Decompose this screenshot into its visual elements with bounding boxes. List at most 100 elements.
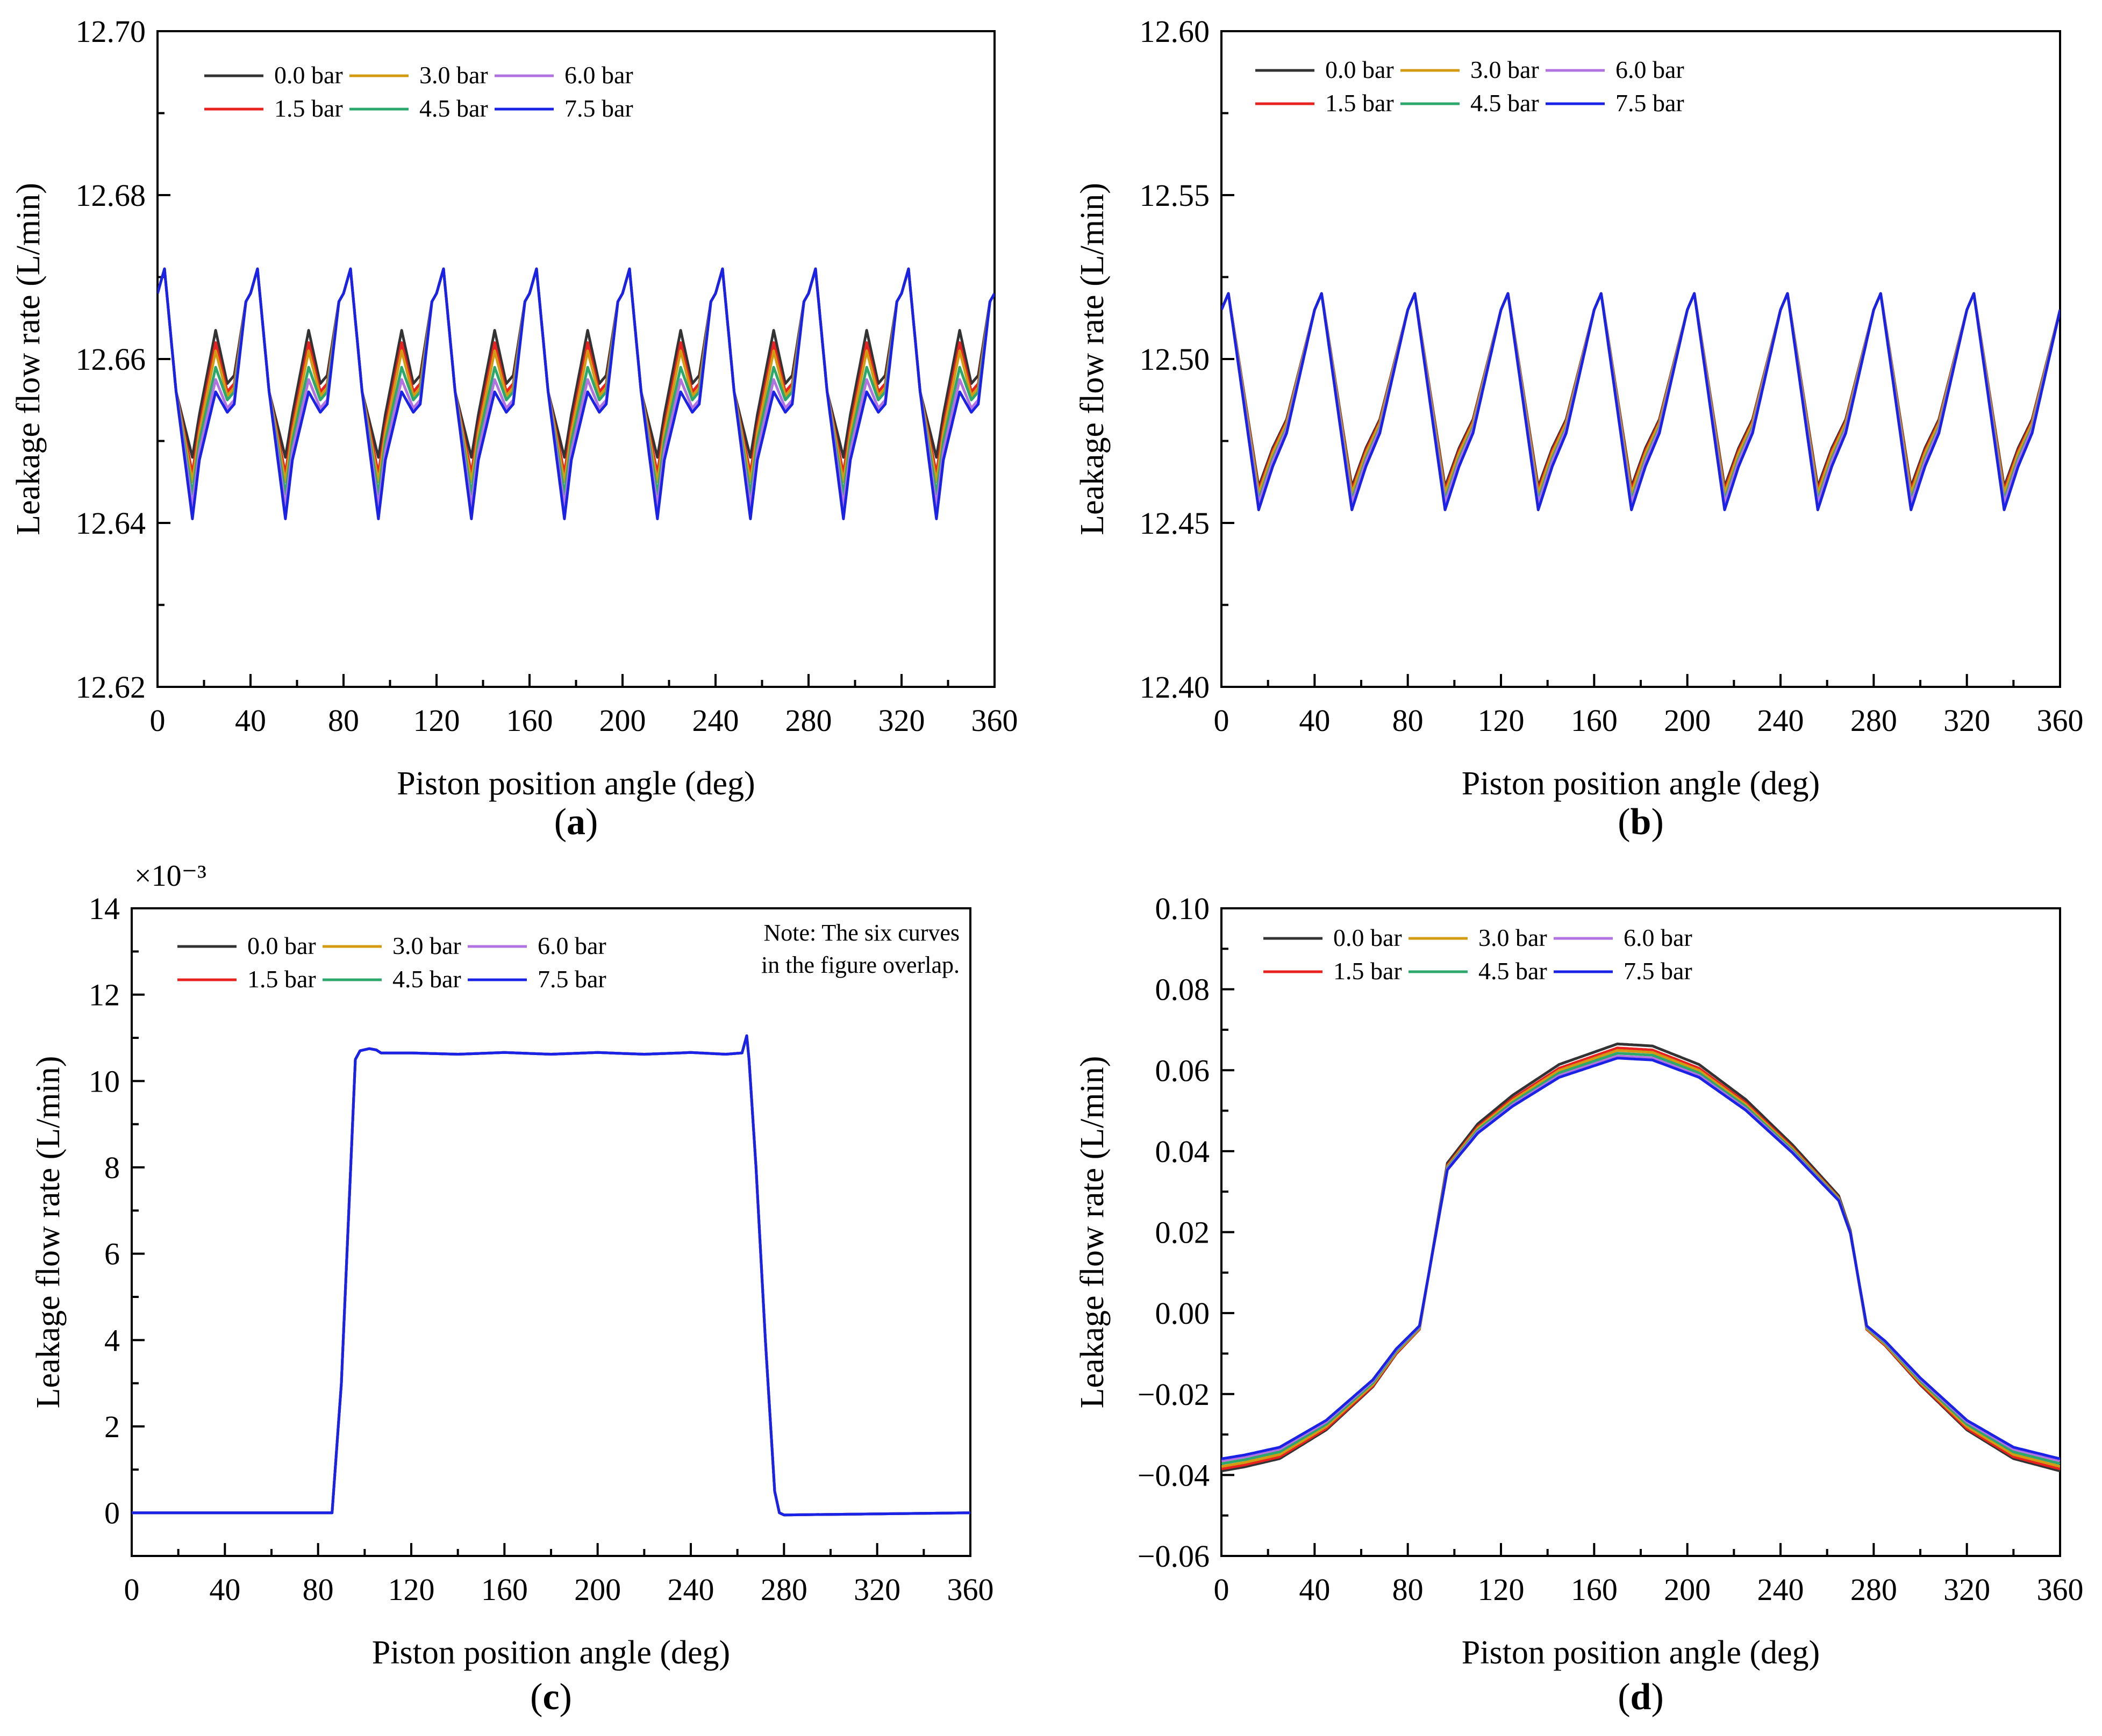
chart-panel-c: 0 40 80 120 160 200 240 280 320 360 0 2 4 6 8 10 12 14 Pis… bbox=[30, 859, 994, 1718]
y-scale-label: ×10⁻³ bbox=[134, 859, 206, 893]
x-tick-label: 120 bbox=[1478, 1572, 1525, 1607]
x-tick-label: 360 bbox=[2037, 703, 2084, 738]
y-tick-label: −0.02 bbox=[1138, 1377, 1210, 1412]
legend-label: 1.5 bar bbox=[274, 95, 343, 122]
legend-label: 3.0 bar bbox=[1470, 56, 1539, 83]
x-tick-label: 0 bbox=[1214, 703, 1229, 738]
x-tick-label: 320 bbox=[878, 703, 925, 738]
series-line-30 bbox=[132, 1034, 970, 1517]
x-axis-label: Piston position angle (deg) bbox=[1462, 765, 1820, 802]
x-tick-label: 80 bbox=[303, 1572, 334, 1607]
y-axis-label: Leakage flow rate (L/min) bbox=[10, 183, 47, 535]
x-tick-label: 40 bbox=[209, 1572, 240, 1607]
plot-area bbox=[1221, 292, 2060, 512]
legend-label: 6.0 bar bbox=[564, 61, 633, 89]
x-tick-label: 280 bbox=[761, 1572, 807, 1607]
plot-frame bbox=[1220, 30, 2061, 688]
legend-label: 0.0 bar bbox=[247, 932, 316, 959]
x-tick-label: 280 bbox=[1850, 703, 1897, 738]
y-tick-label: 0.04 bbox=[1155, 1134, 1210, 1169]
legend-label: 1.5 bar bbox=[1325, 89, 1394, 117]
plot-frame bbox=[1220, 907, 2061, 1557]
x-tick-label: 160 bbox=[1571, 703, 1618, 738]
x-tick-label: 240 bbox=[1757, 703, 1804, 738]
y-tick-label: 12.64 bbox=[76, 506, 146, 541]
legend-label: 7.5 bar bbox=[564, 95, 633, 122]
legend-label: 6.0 bar bbox=[1615, 56, 1684, 83]
legend-label: 7.5 bar bbox=[538, 965, 606, 993]
series-line-15 bbox=[132, 1034, 970, 1517]
y-tick-label: 12.66 bbox=[76, 342, 146, 377]
legend-label: 3.0 bar bbox=[392, 932, 461, 959]
legend-label: 4.5 bar bbox=[1478, 957, 1547, 985]
plot-frame bbox=[131, 907, 971, 1557]
plot-area bbox=[158, 267, 995, 520]
y-axis-label: Leakage flow rate (L/min) bbox=[30, 1056, 67, 1409]
x-tick-label: 240 bbox=[1757, 1572, 1804, 1607]
legend-label: 6.0 bar bbox=[538, 932, 606, 959]
legend-label: 1.5 bar bbox=[1333, 957, 1402, 985]
x-tick-label: 200 bbox=[574, 1572, 621, 1607]
y-tick-label: 12.40 bbox=[1140, 670, 1210, 705]
series-line-75 bbox=[132, 1034, 970, 1517]
x-axis-label: Piston position angle (deg) bbox=[1462, 1634, 1820, 1671]
y-tick-label: 12.55 bbox=[1140, 178, 1210, 213]
series-line-30 bbox=[158, 267, 995, 484]
series-line-00 bbox=[158, 267, 995, 459]
series-line-75 bbox=[1221, 292, 2060, 512]
x-tick-label: 200 bbox=[1664, 703, 1711, 738]
x-tick-label: 240 bbox=[668, 1572, 714, 1607]
x-tick-label: 280 bbox=[785, 703, 832, 738]
x-tick-label: 80 bbox=[1392, 1572, 1424, 1607]
x-tick-label: 40 bbox=[235, 703, 266, 738]
y-tick-label: 0.00 bbox=[1155, 1296, 1210, 1331]
y-tick-label: 0.10 bbox=[1155, 891, 1210, 926]
x-tick-label: 240 bbox=[692, 703, 739, 738]
x-tick-label: 0 bbox=[1214, 1572, 1229, 1607]
legend-label: 3.0 bar bbox=[1478, 924, 1547, 951]
y-tick-label: −0.04 bbox=[1138, 1458, 1210, 1493]
x-tick-label: 160 bbox=[1571, 1572, 1618, 1607]
y-tick-label: 12.45 bbox=[1140, 506, 1210, 541]
y-tick-label: 12.68 bbox=[76, 178, 146, 213]
series-line-45 bbox=[158, 267, 995, 496]
series-line-45 bbox=[132, 1034, 970, 1517]
series-line-75 bbox=[1221, 1057, 2060, 1460]
y-tick-label: 12 bbox=[89, 978, 120, 1013]
y-tick-label: 0.02 bbox=[1155, 1215, 1210, 1250]
x-tick-label: 200 bbox=[599, 703, 646, 738]
panel-caption: (d) bbox=[1618, 1676, 1664, 1718]
chart-panel-b: 0 40 80 120 160 200 240 280 320 360 12.40 12.45 12.5… bbox=[1074, 14, 2084, 843]
x-tick-label: 320 bbox=[854, 1572, 900, 1607]
y-tick-label: 6 bbox=[104, 1237, 120, 1272]
x-axis-label: Piston position angle (deg) bbox=[372, 1634, 730, 1671]
x-tick-label: 120 bbox=[1478, 703, 1525, 738]
x-tick-label: 280 bbox=[1850, 1572, 1897, 1607]
x-tick-label: 160 bbox=[506, 703, 553, 738]
x-tick-label: 200 bbox=[1664, 1572, 1711, 1607]
series-line-00 bbox=[132, 1034, 970, 1517]
x-tick-label: 80 bbox=[328, 703, 359, 738]
x-tick-label: 360 bbox=[971, 703, 1018, 738]
series-line-60 bbox=[158, 267, 995, 508]
y-tick-label: 12.70 bbox=[76, 14, 146, 49]
series-line-60 bbox=[132, 1034, 970, 1517]
series-line-75 bbox=[158, 267, 995, 520]
y-tick-label: 8 bbox=[104, 1150, 120, 1185]
y-axis-label: Leakage flow rate (L/min) bbox=[1074, 1056, 1111, 1409]
x-tick-label: 360 bbox=[2037, 1572, 2084, 1607]
legend-label: 3.0 bar bbox=[419, 61, 488, 89]
legend-label: 1.5 bar bbox=[247, 965, 316, 993]
panel-caption: (b) bbox=[1618, 801, 1664, 843]
legend-label: 0.0 bar bbox=[1333, 924, 1402, 951]
x-tick-label: 0 bbox=[150, 703, 166, 738]
y-tick-label: 2 bbox=[104, 1409, 120, 1444]
x-tick-label: 120 bbox=[388, 1572, 435, 1607]
note-line-2: in the figure overlap. bbox=[761, 952, 960, 978]
legend-label: 7.5 bar bbox=[1615, 89, 1684, 117]
legend-label: 4.5 bar bbox=[392, 965, 461, 993]
y-tick-label: 4 bbox=[104, 1323, 120, 1358]
series-line-60 bbox=[1221, 292, 2060, 505]
y-tick-label: 12.60 bbox=[1140, 14, 1210, 49]
